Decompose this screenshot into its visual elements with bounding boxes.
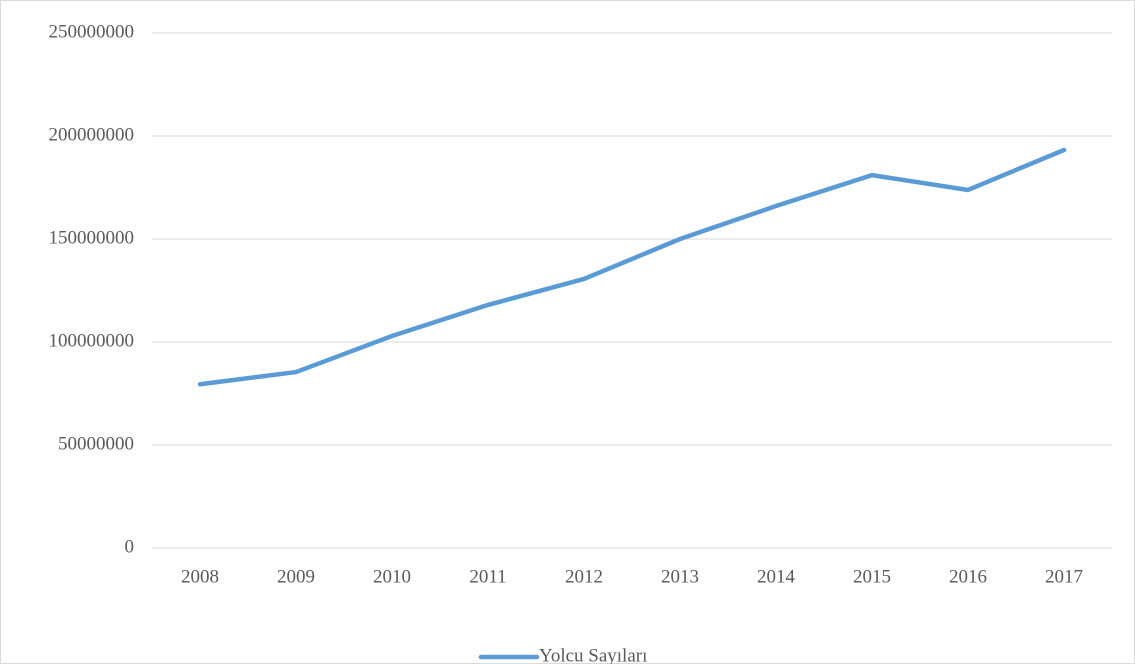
y-tick-label: 50000000 bbox=[58, 433, 134, 454]
x-tick-label: 2011 bbox=[469, 566, 506, 587]
x-tick-label: 2014 bbox=[757, 566, 796, 587]
y-tick-label: 200000000 bbox=[49, 124, 135, 145]
y-tick-label: 100000000 bbox=[49, 330, 135, 351]
y-tick-label: 250000000 bbox=[49, 21, 135, 42]
line-series bbox=[197, 147, 1067, 387]
y-tick-label: 0 bbox=[125, 536, 135, 557]
x-tick-label: 2013 bbox=[661, 566, 699, 587]
y-tick-label: 150000000 bbox=[49, 227, 135, 248]
x-tick-label: 2015 bbox=[853, 566, 891, 587]
x-tick-label: 2010 bbox=[373, 566, 411, 587]
x-tick-label: 2017 bbox=[1045, 566, 1083, 587]
legend-label: Yolcu Sayıları bbox=[539, 645, 647, 664]
x-tick-label: 2009 bbox=[277, 566, 315, 587]
x-tick-label: 2016 bbox=[949, 566, 987, 587]
x-tick-label: 2012 bbox=[565, 566, 603, 587]
x-tick-label: 2008 bbox=[181, 566, 219, 587]
